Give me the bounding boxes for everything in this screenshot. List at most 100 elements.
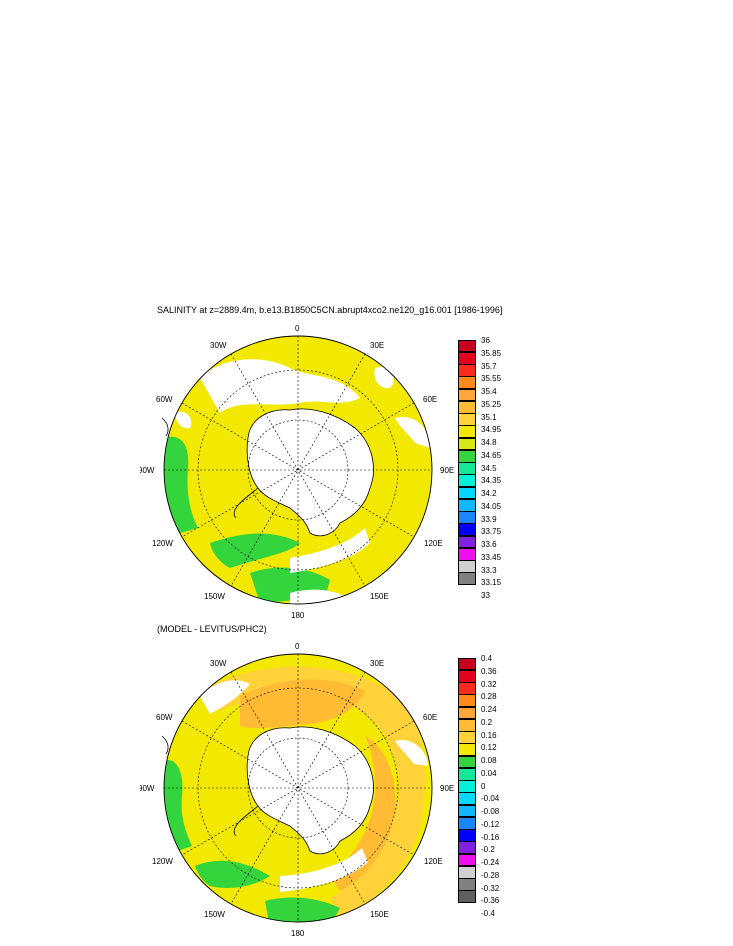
colorbar-swatch — [458, 804, 476, 818]
colorbar-tick-label: 34.8 — [481, 438, 497, 447]
lat-lon-grid — [164, 336, 432, 604]
lon-label-60w: 60W — [156, 713, 173, 722]
difference-polar-map: 0 180 90W 90E 30W 30E 60W 60E 120W 120E … — [140, 642, 454, 938]
colorbar-tick-label: 0.08 — [481, 756, 497, 765]
colorbar-tick-label: 33.75 — [481, 527, 502, 537]
lon-label-60w: 60W — [156, 395, 173, 404]
colorbar-tick-label: 35.1 — [481, 412, 497, 422]
lon-label-90w: 90W — [140, 466, 155, 475]
colorbar-tick-label: -0.28 — [481, 870, 500, 880]
colorbar-tick-label: 0.04 — [481, 768, 497, 778]
colorbar-tick-label: 34.2 — [481, 489, 497, 498]
colorbar-tick-label: 0 — [481, 781, 486, 791]
colorbar-tick-label: -0.32 — [481, 883, 500, 893]
colorbar-swatch — [458, 706, 476, 720]
missing-data-right-strip — [395, 417, 430, 448]
colorbar-tick-label: 35.55 — [481, 374, 502, 384]
colorbar-swatch — [458, 339, 476, 353]
green-region-west — [164, 436, 198, 533]
lon-label-60e: 60E — [423, 713, 437, 722]
lon-label-0: 0 — [295, 642, 300, 651]
colorbar-tick-label: 33.15 — [481, 578, 502, 588]
lat-lon-grid — [164, 654, 432, 922]
colorbar-swatch — [458, 890, 476, 903]
colorbar-swatch — [458, 535, 476, 549]
colorbar-tick-label: 0.36 — [481, 666, 497, 676]
lon-label-30e: 30E — [370, 659, 384, 668]
antarctica-landmass — [246, 726, 374, 855]
lon-label-180: 180 — [291, 611, 305, 620]
lon-label-30w: 30W — [210, 341, 227, 350]
lon-label-180: 180 — [291, 929, 305, 938]
colorbar-swatch — [458, 498, 476, 512]
colorbar-swatch — [458, 853, 476, 867]
colorbar-tick-label: 0.2 — [481, 717, 493, 727]
south-america-coast — [161, 417, 169, 437]
lon-label-90e: 90E — [440, 466, 454, 475]
colorbar-tick-label: 33.3 — [481, 565, 497, 575]
salinity-colorbar — [458, 339, 476, 585]
missing-data-top — [200, 680, 250, 714]
colorbar-tick-label: -0.04 — [481, 794, 500, 804]
colorbar-swatch — [458, 364, 476, 377]
colorbar-swatch — [458, 425, 476, 438]
antarctic-peninsula — [233, 487, 259, 519]
missing-data-top — [200, 359, 360, 413]
colorbar-tick-label: -0.4 — [481, 909, 495, 918]
colorbar-swatch — [458, 486, 476, 500]
colorbar-swatch — [458, 669, 476, 683]
lon-label-150w: 150W — [204, 592, 225, 601]
colorbar-tick-label: 0.24 — [481, 705, 497, 714]
colorbar-swatch — [458, 694, 476, 707]
lon-label-120e: 120E — [424, 857, 443, 866]
colorbar-swatch — [458, 413, 476, 426]
lon-label-150w: 150W — [204, 910, 225, 919]
colorbar-swatch — [458, 841, 476, 854]
colorbar-tick-label: -0.2 — [481, 845, 495, 855]
colorbar-swatch — [458, 865, 476, 879]
missing-data-patch-left — [175, 411, 192, 429]
lon-label-120e: 120E — [424, 539, 443, 548]
colorbar-tick-label: 33 — [481, 591, 490, 600]
difference-colorbar — [458, 657, 476, 903]
colorbar-tick-label: -0.16 — [481, 832, 500, 842]
colorbar-swatch — [458, 351, 476, 365]
colorbar-tick-label: 0.12 — [481, 743, 497, 753]
lon-label-60e: 60E — [423, 395, 437, 404]
salinity-title: SALINITY at z=2889.4m, b.e13.B1850C5CN.a… — [157, 305, 503, 315]
colorbar-swatch — [458, 792, 476, 805]
south-america-coast — [161, 735, 169, 755]
colorbar-tick-label: 33.45 — [481, 552, 502, 562]
colorbar-tick-label: -0.12 — [481, 819, 500, 829]
lon-label-30w: 30W — [210, 659, 227, 668]
missing-data-right-strip — [395, 740, 428, 766]
colorbar-swatch — [458, 572, 476, 585]
colorbar-swatch — [458, 780, 476, 793]
colorbar-swatch — [458, 376, 476, 389]
colorbar-swatch — [458, 755, 476, 769]
green-region-southwest — [210, 533, 300, 568]
antarctic-peninsula — [233, 805, 259, 837]
missing-data-bottom — [290, 589, 355, 604]
colorbar-swatch — [458, 462, 476, 475]
colorbar-tick-label: 34.35 — [481, 476, 502, 486]
colorbar-tick-label: -0.08 — [481, 807, 500, 816]
missing-data-coast-band — [280, 848, 368, 892]
lon-label-120w: 120W — [152, 857, 173, 866]
colorbar-tick-label: 0.4 — [481, 654, 493, 663]
colorbar-swatch — [458, 743, 476, 756]
colorbar-tick-label: 0.28 — [481, 692, 497, 702]
colorbar-swatch — [458, 388, 476, 402]
lon-label-0: 0 — [295, 324, 300, 333]
colorbar-tick-label: 0.32 — [481, 679, 497, 689]
lon-label-150e: 150E — [370, 910, 389, 919]
colorbar-tick-label: 34.5 — [481, 463, 497, 473]
colorbar-swatch — [458, 449, 476, 463]
colorbar-tick-label: -0.36 — [481, 896, 500, 906]
colorbar-swatch — [458, 523, 476, 536]
green-region-southwest — [195, 860, 270, 888]
colorbar-tick-label: 36 — [481, 336, 490, 345]
colorbar-swatch — [458, 657, 476, 671]
antarctica-landmass — [246, 408, 374, 537]
colorbar-tick-label: 35.85 — [481, 348, 502, 358]
